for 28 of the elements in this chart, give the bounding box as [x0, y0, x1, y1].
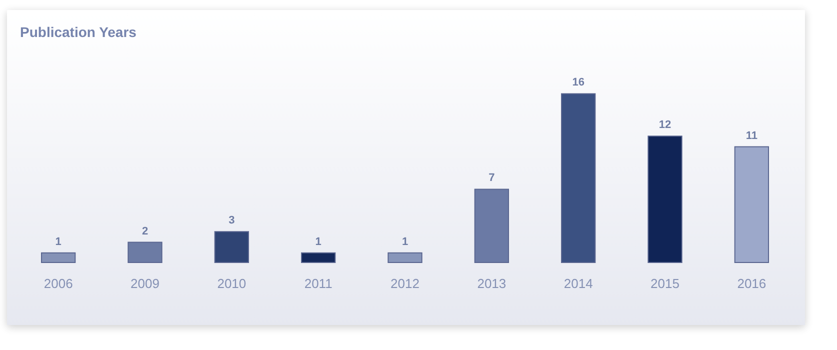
- bar: [648, 136, 682, 263]
- bar: [301, 252, 336, 263]
- bar: [388, 252, 422, 263]
- x-tick-label: 2011: [304, 276, 332, 291]
- x-tick-label: 2015: [650, 276, 680, 291]
- bar: [41, 252, 76, 263]
- x-tick-label: 2010: [217, 276, 246, 291]
- bar: [561, 93, 596, 263]
- bar: [734, 146, 769, 263]
- bar: [474, 188, 509, 263]
- data-label: 1: [402, 236, 408, 248]
- data-label: 3: [228, 214, 235, 227]
- data-label: 11: [746, 130, 758, 142]
- bar: [214, 231, 249, 263]
- x-tick-label: 2009: [130, 276, 160, 291]
- x-tick-label: 2013: [477, 276, 506, 291]
- x-tick-label: 2012: [390, 276, 420, 291]
- x-tick-label: 2014: [564, 276, 593, 291]
- data-label: 7: [488, 172, 495, 184]
- data-label: 2: [142, 225, 148, 238]
- data-label: 12: [658, 119, 672, 132]
- bar: [128, 242, 162, 263]
- x-tick-label: 2006: [44, 276, 73, 291]
- data-label: 1: [315, 236, 322, 248]
- x-tick-label: 2016: [737, 276, 766, 291]
- data-label: 16: [572, 76, 584, 89]
- chart-title: Publication Years: [20, 24, 137, 40]
- data-label: 1: [55, 236, 62, 248]
